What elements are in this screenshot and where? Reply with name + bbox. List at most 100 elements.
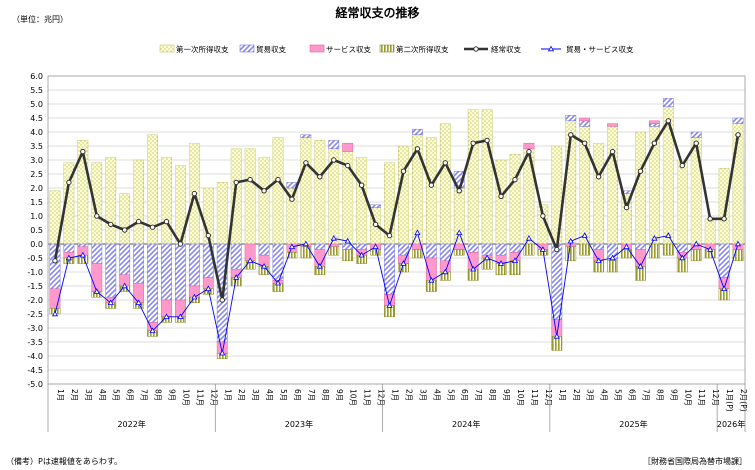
y-tick-label: 0.0 bbox=[30, 240, 43, 249]
legend-label: サービス収支 bbox=[326, 44, 371, 54]
bar-1 bbox=[384, 243, 395, 295]
plot-frame bbox=[47, 75, 746, 385]
x-tick-label: 11月 bbox=[363, 389, 372, 406]
x-tick-label: 5月 bbox=[446, 389, 455, 401]
y-tick-label: 3.5 bbox=[30, 142, 43, 151]
bar-0 bbox=[119, 193, 131, 245]
current-account-point bbox=[442, 160, 448, 166]
bar-3 bbox=[328, 246, 340, 256]
bar-2 bbox=[91, 263, 103, 292]
goods-services-point bbox=[260, 262, 268, 269]
current-account-point bbox=[721, 216, 727, 222]
current-account-point bbox=[609, 148, 616, 155]
bar-0 bbox=[105, 156, 117, 245]
legend-label: 経常収支 bbox=[491, 44, 521, 54]
x-tick-label: 1月 bbox=[223, 389, 232, 401]
legend: 第一次所得収支 貿易収支 サービス収支 第二次所得収支 経常収支 貿易・サービス収支 bbox=[159, 44, 634, 54]
y-tick-label: -2.0 bbox=[27, 296, 43, 305]
bar-1 bbox=[690, 131, 702, 138]
bar-1 bbox=[648, 123, 660, 127]
x-tick-label: 2月 bbox=[70, 389, 79, 401]
goods-services-point bbox=[525, 234, 533, 241]
legend-label: 貿易収支 bbox=[256, 44, 286, 54]
bar-1 bbox=[175, 243, 186, 301]
y-tick-label: -3.5 bbox=[27, 338, 43, 347]
bar-1 bbox=[188, 243, 200, 287]
x-tick-label: 3月 bbox=[84, 389, 93, 401]
x-tick-label: 12月 bbox=[209, 389, 218, 406]
x-tick-label: 8月 bbox=[488, 389, 497, 401]
y-tick-label: -2.5 bbox=[27, 310, 43, 319]
x-tick-label: 12月 bbox=[544, 389, 553, 406]
current-account-point bbox=[303, 160, 309, 166]
legend-label: 第二次所得収支 bbox=[396, 44, 449, 54]
x-tick-label: 6月 bbox=[460, 389, 469, 401]
current-account-point bbox=[679, 162, 685, 169]
current-account-point bbox=[108, 221, 114, 228]
y-tick-label: -4.5 bbox=[27, 366, 43, 375]
x-tick-label: 9月 bbox=[335, 389, 344, 401]
bar-0 bbox=[133, 159, 145, 245]
current-account-point bbox=[707, 216, 713, 222]
unit-label: （単位：兆円） bbox=[12, 15, 68, 24]
current-account-point bbox=[651, 140, 658, 146]
current-account-point bbox=[163, 218, 170, 225]
x-tick-label: 10月 bbox=[516, 389, 525, 406]
bar-2 bbox=[648, 120, 660, 124]
current-account-point bbox=[386, 232, 393, 239]
y-tick-label: 1.0 bbox=[30, 212, 43, 221]
current-account-point bbox=[247, 176, 253, 183]
goods-services-point bbox=[595, 257, 602, 264]
goods-services-point bbox=[358, 251, 365, 258]
bar-1 bbox=[230, 243, 242, 270]
goods-services-point bbox=[65, 254, 72, 261]
x-tick-label: 12月 bbox=[711, 389, 720, 406]
current-account-point bbox=[94, 213, 100, 219]
year-label: 2022年 bbox=[117, 419, 145, 429]
bar-0 bbox=[676, 159, 688, 245]
goods-services-point bbox=[511, 257, 519, 264]
current-account-point bbox=[121, 227, 128, 233]
bar-1 bbox=[732, 117, 744, 124]
bar-0 bbox=[356, 156, 368, 245]
x-tick-label: 12月 bbox=[377, 389, 386, 406]
goods-services-point bbox=[302, 240, 309, 247]
current-account-point bbox=[205, 232, 212, 239]
x-tick-label: 8月 bbox=[154, 389, 163, 401]
legend-swatch bbox=[547, 45, 555, 52]
current-account-point bbox=[595, 174, 602, 180]
x-tick-label: 8月 bbox=[655, 389, 664, 401]
bar-3 bbox=[370, 249, 381, 256]
bar-0 bbox=[607, 126, 618, 245]
goods-services-point bbox=[734, 240, 742, 247]
bar-2 bbox=[453, 243, 465, 250]
current-account-point bbox=[498, 193, 504, 200]
y-tick-label: 5.5 bbox=[30, 86, 43, 95]
bar-1 bbox=[398, 243, 409, 256]
goods-services-point bbox=[637, 262, 644, 269]
bar-3 bbox=[607, 260, 618, 273]
legend-swatch bbox=[159, 44, 175, 53]
current-account-point bbox=[261, 188, 267, 194]
bar-0 bbox=[704, 218, 716, 245]
x-tick-label: 4月 bbox=[432, 389, 441, 401]
y-tick-label: 0.5 bbox=[30, 226, 43, 235]
goods-services-point bbox=[191, 293, 198, 300]
current-account-point bbox=[512, 176, 518, 183]
x-tick-label: 10月 bbox=[683, 389, 692, 406]
goods-services-point bbox=[344, 237, 351, 244]
current-account-point bbox=[554, 246, 560, 253]
x-tick-label: 1月 bbox=[391, 389, 400, 401]
bar-0 bbox=[398, 145, 409, 245]
current-account-point bbox=[358, 182, 365, 188]
y-tick-label: -0.5 bbox=[27, 254, 43, 263]
current-account-point bbox=[177, 241, 184, 247]
bar-1 bbox=[718, 243, 730, 278]
bar-0 bbox=[593, 142, 605, 245]
goods-services-point bbox=[456, 229, 463, 236]
goods-services-point bbox=[497, 260, 505, 266]
bar-1 bbox=[258, 243, 270, 256]
plot-area: 6.0 5.5 5.0 4.5 4.0 3.5 3.0 2.5 2.0 1.5 1.0 0.5 0.0 -… bbox=[27, 72, 748, 432]
bar-0 bbox=[244, 148, 256, 245]
